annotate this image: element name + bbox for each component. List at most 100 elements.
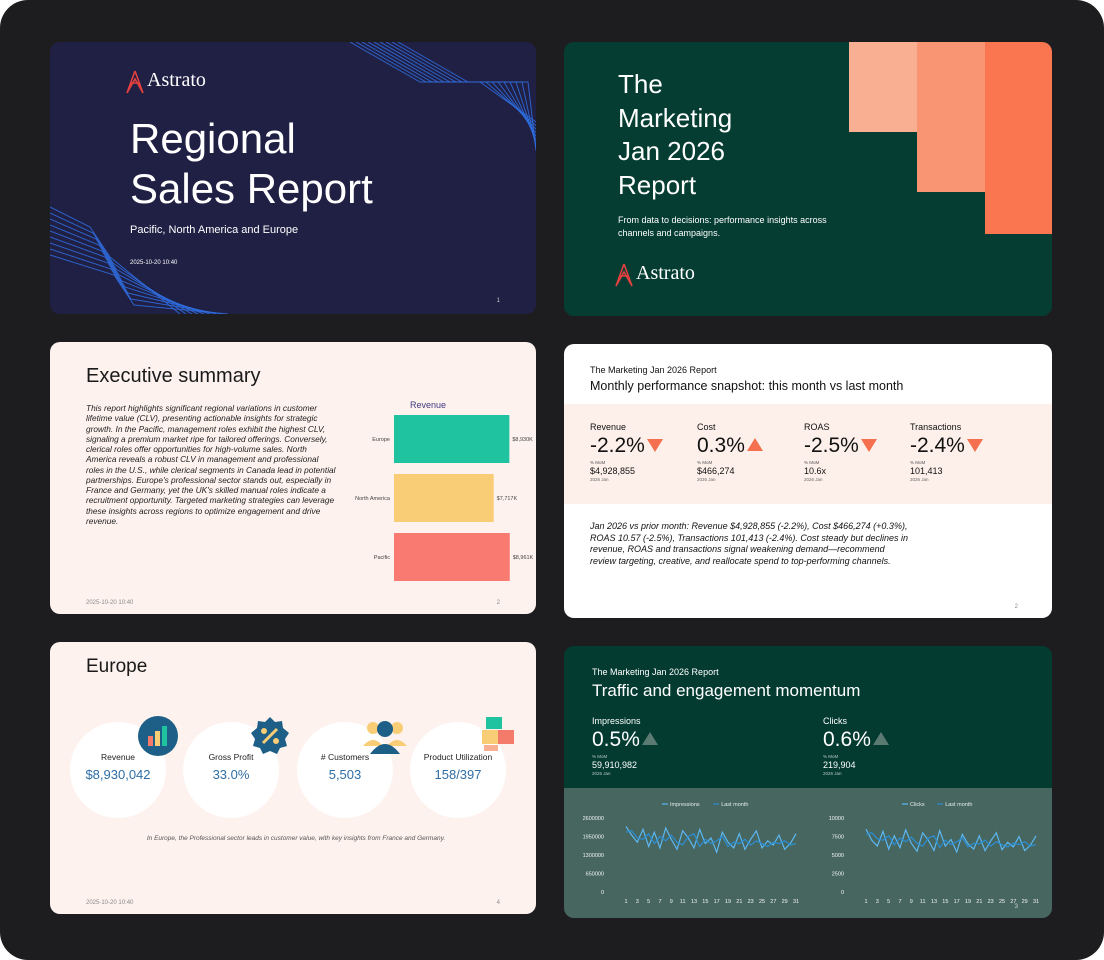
x-tick-label: 21 bbox=[976, 899, 982, 905]
kpi-period: 2026 Jan bbox=[590, 477, 609, 482]
percent-badge-icon bbox=[251, 717, 289, 754]
kpi-value: -2.2% bbox=[590, 434, 663, 458]
snapshot-text: Jan 2026 vs prior month: Revenue $4,928,… bbox=[590, 521, 908, 566]
chart-title: Revenue bbox=[410, 400, 446, 410]
series-line bbox=[625, 826, 797, 855]
x-tick-label: 25 bbox=[759, 899, 765, 905]
title-line-1: Regional bbox=[130, 115, 296, 162]
kpi-period: 2026 Jan bbox=[697, 477, 716, 482]
metric-customers: # Customers 5,503 bbox=[297, 722, 393, 818]
kpi-mom-label: % MoM bbox=[910, 460, 926, 465]
x-tick-label: 19 bbox=[965, 899, 971, 905]
slide-heading: Europe bbox=[86, 656, 148, 677]
y-tick-label: 2500 bbox=[832, 872, 844, 878]
slide-traffic-engagement[interactable]: The Marketing Jan 2026 Report Traffic an… bbox=[564, 646, 1052, 918]
slide-title: The Marketing Jan 2026 Report bbox=[618, 68, 798, 202]
bar-chart-icon bbox=[138, 716, 178, 756]
slide-heading: Executive summary bbox=[86, 365, 261, 387]
value-label: $7,717K bbox=[497, 496, 518, 502]
orange-block-dark bbox=[985, 42, 1052, 234]
slide-performance-snapshot[interactable]: The Marketing Jan 2026 Report Monthly pe… bbox=[564, 344, 1052, 618]
x-tick-label: 7 bbox=[898, 899, 901, 905]
series-line bbox=[865, 832, 1037, 849]
kpi-roas: ROAS -2.5% % MoM 10.6x 2026 Jan bbox=[804, 422, 877, 482]
x-tick-label: 13 bbox=[931, 899, 937, 905]
x-tick-label: 23 bbox=[988, 899, 994, 905]
series-line bbox=[865, 828, 1037, 854]
bar bbox=[394, 415, 510, 463]
down-arrow-icon bbox=[646, 439, 663, 452]
decorative-lines bbox=[50, 42, 536, 314]
x-tick-label: 27 bbox=[770, 899, 776, 905]
slide-subtitle: Pacific, North America and Europe bbox=[130, 224, 299, 236]
down-arrow-icon bbox=[966, 439, 983, 452]
kpi-band: Revenue -2.2% % MoM $4,928,855 2026 Jan … bbox=[564, 404, 1052, 504]
category-label: North America bbox=[355, 496, 391, 502]
metric-label: Product Utilization bbox=[423, 752, 493, 762]
page-number: 2 bbox=[496, 600, 500, 606]
deco-line-bottom bbox=[50, 236, 211, 314]
revenue-bar-chart: Revenue Europe $8,930K North America $7,717… bbox=[355, 400, 534, 581]
y-tick-label: 10000 bbox=[829, 816, 844, 822]
slide-date: 2025-10-20 10:40 bbox=[86, 900, 134, 906]
x-tick-label: 9 bbox=[670, 899, 673, 905]
slide-date: 2025-10-20 10:40 bbox=[130, 260, 178, 266]
kpi-value: 0.6% bbox=[823, 728, 889, 752]
legend-label: Impressions bbox=[670, 802, 700, 808]
x-tick-label: 25 bbox=[999, 899, 1005, 905]
metric-value: $8,930,042 bbox=[85, 767, 151, 782]
slide-title: Regional Sales Report bbox=[130, 114, 490, 214]
kpi-absolute: 59,910,982 bbox=[592, 760, 638, 770]
kpi-cost: Cost 0.3% % MoM $466,274 2026 Jan bbox=[697, 422, 763, 482]
kpi-mom-label: % MoM bbox=[823, 754, 839, 759]
y-tick-label: 2600000 bbox=[583, 816, 604, 822]
astrato-logo-icon bbox=[615, 263, 633, 287]
slide-regional-sales[interactable]: Astrato Regional Sales Report Pacific, N… bbox=[50, 42, 536, 314]
page-number: 3 bbox=[1014, 904, 1018, 910]
deco-line-bottom bbox=[50, 242, 217, 314]
up-arrow-icon bbox=[872, 732, 889, 745]
astrato-logo-icon bbox=[126, 70, 144, 94]
europe-note: In Europe, the Professional sector leads… bbox=[146, 835, 446, 842]
slide-executive-summary[interactable]: Executive summary This report highlights… bbox=[50, 342, 536, 614]
x-tick-label: 29 bbox=[782, 899, 788, 905]
x-tick-label: 11 bbox=[680, 899, 686, 905]
metric-value: 33.0% bbox=[212, 767, 250, 782]
title-line-4: Report bbox=[618, 169, 697, 200]
deco-line-bottom bbox=[50, 248, 223, 314]
boxes-icon bbox=[482, 717, 514, 751]
x-tick-label: 1 bbox=[864, 899, 867, 905]
y-tick-label: 1300000 bbox=[583, 853, 604, 859]
title-line-2: Marketing bbox=[618, 102, 733, 133]
metric-value: 158/397 bbox=[434, 767, 482, 782]
orange-block-light bbox=[849, 42, 919, 132]
kpi-mom-label: % MoM bbox=[804, 460, 820, 465]
x-tick-label: 3 bbox=[636, 899, 639, 905]
up-arrow-icon bbox=[641, 732, 658, 745]
y-tick-label: 0 bbox=[601, 890, 604, 896]
metric-label: Gross Profit bbox=[208, 752, 254, 762]
deco-line-bottom bbox=[50, 230, 205, 314]
value-label: $8,961K bbox=[513, 555, 534, 561]
y-tick-label: 7500 bbox=[832, 835, 844, 841]
kpi-impressions: Impressions 0.5% % MoM 59,910,982 2026 J… bbox=[592, 716, 658, 776]
kpi-period: 2026 Jan bbox=[823, 771, 842, 776]
x-tick-label: 13 bbox=[691, 899, 697, 905]
x-tick-label: 17 bbox=[954, 899, 960, 905]
kpi-transactions: Transactions -2.4% % MoM 101,413 2026 Ja… bbox=[910, 422, 983, 482]
kpi-label: Impressions bbox=[592, 716, 641, 726]
title-line-2: Sales Report bbox=[130, 165, 373, 212]
series-line bbox=[625, 830, 797, 848]
metric-value: 5,503 bbox=[328, 767, 362, 782]
slide-europe[interactable]: Europe Revenue $8,930,042 Gross Profit 3… bbox=[50, 642, 536, 914]
orange-block-mid bbox=[917, 42, 987, 192]
kpi-mom-label: % MoM bbox=[590, 460, 606, 465]
report-kicker: The Marketing Jan 2026 Report bbox=[592, 667, 719, 677]
slide-marketing-cover[interactable]: The Marketing Jan 2026 Report From data … bbox=[564, 42, 1052, 316]
kpi-value: -2.4% bbox=[910, 434, 983, 458]
title-line-3: Jan 2026 bbox=[618, 136, 725, 166]
bar bbox=[394, 474, 494, 522]
category-label: Europe bbox=[372, 437, 390, 443]
kpi-period: 2026 Jan bbox=[910, 477, 929, 482]
